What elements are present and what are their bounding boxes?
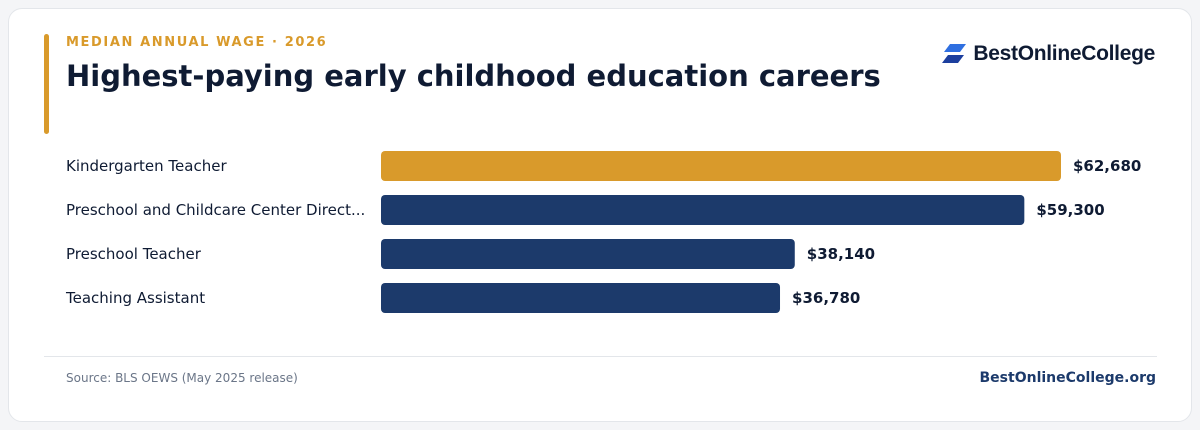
brand-logo: BestOnlineCollege	[942, 40, 1155, 68]
value-label: $38,140	[807, 245, 875, 263]
category-label: Preschool and Childcare Center Direct...	[66, 201, 365, 219]
category-label: Kindergarten Teacher	[66, 157, 227, 175]
footer-divider	[44, 356, 1157, 357]
source-note: Source: BLS OEWS (May 2025 release)	[66, 371, 298, 385]
category-label: Preschool Teacher	[66, 245, 202, 263]
bar	[381, 283, 781, 313]
brand-name: BestOnlineCollege	[973, 42, 1155, 65]
value-label: $62,680	[1073, 157, 1141, 175]
bar	[381, 195, 1025, 225]
bar	[381, 239, 795, 269]
value-label: $36,780	[792, 289, 860, 307]
bar	[381, 151, 1061, 181]
chart-kicker: MEDIAN ANNUAL WAGE · 2026	[66, 35, 328, 50]
site-link[interactable]: BestOnlineCollege.org	[979, 370, 1156, 386]
chart-card: MEDIAN ANNUAL WAGE · 2026 Highest-paying…	[8, 8, 1192, 422]
chart-title: Highest-paying early childhood education…	[66, 59, 881, 93]
bar-chart: Kindergarten Teacher $62,680 Preschool and…	[65, 151, 1141, 313]
category-label: Teaching Assistant	[65, 289, 205, 307]
stacked-parallelogram-logo-icon	[942, 44, 967, 63]
value-label: $59,300	[1036, 201, 1104, 219]
accent-bar	[44, 34, 49, 134]
